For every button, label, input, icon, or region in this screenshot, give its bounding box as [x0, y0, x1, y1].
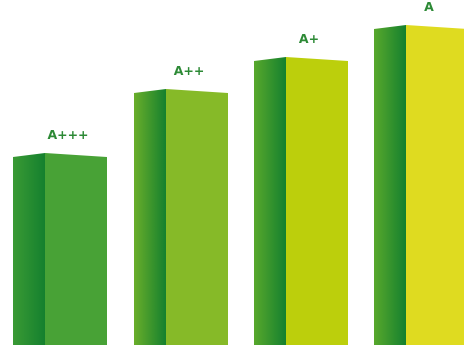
- bar-label: A: [424, 0, 434, 14]
- bar-label: A+++: [47, 127, 88, 142]
- bars-group: [13, 25, 464, 345]
- bar-front-face: [45, 153, 107, 345]
- bar-label: A+: [299, 31, 319, 46]
- bar-side-face: [254, 57, 286, 345]
- bar-2: [134, 89, 228, 345]
- bar-front-face: [166, 89, 228, 345]
- bar-side-face: [13, 153, 45, 345]
- bar-side-face: [374, 25, 406, 345]
- bar-4: [374, 25, 464, 345]
- bar-label: A++: [174, 63, 205, 78]
- bar-front-face: [286, 57, 348, 345]
- bar-1: [13, 153, 107, 345]
- bar-side-face: [134, 89, 166, 345]
- labels-group: A+++ A++ A+ A: [47, 0, 434, 142]
- bar-front-face: [406, 25, 464, 345]
- bar-3: [254, 57, 348, 345]
